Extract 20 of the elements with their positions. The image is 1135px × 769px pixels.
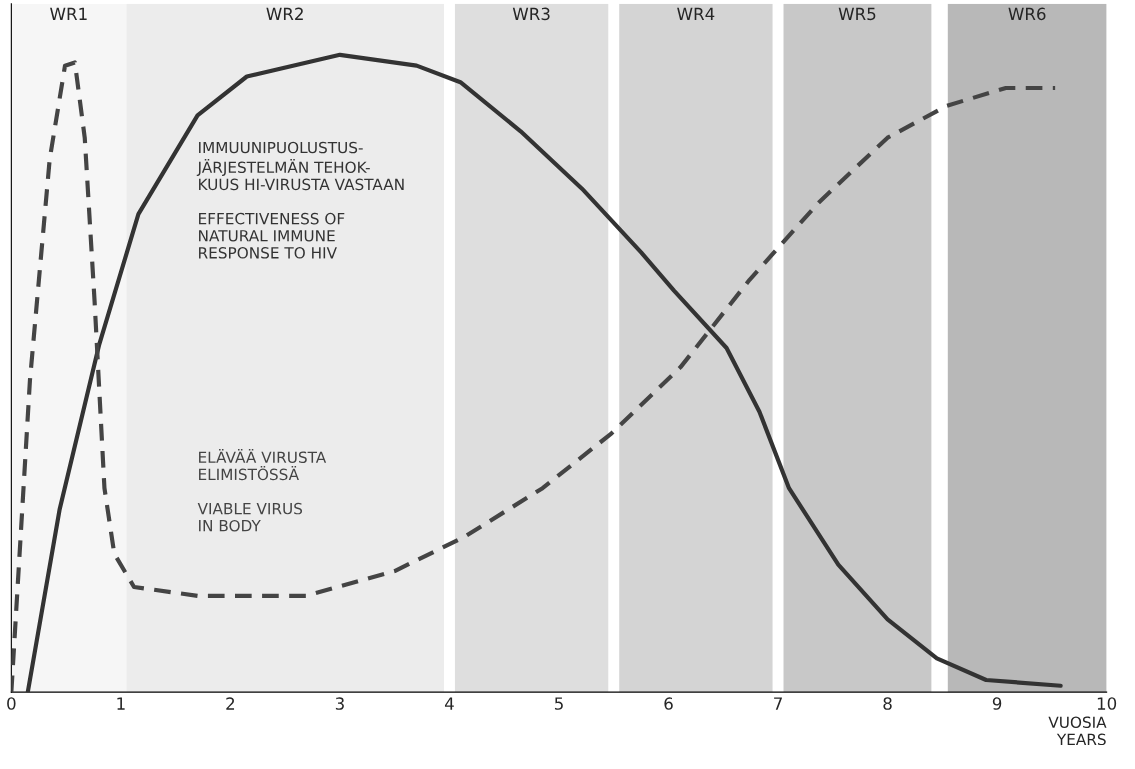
x-tick-label: 2 bbox=[226, 697, 235, 710]
band-label: WR1 bbox=[50, 7, 87, 20]
x-tick-label: 8 bbox=[883, 697, 892, 710]
x-tick-label: 5 bbox=[554, 697, 563, 710]
band-label: WR5 bbox=[838, 7, 876, 21]
x-axis-title: VUOSIA YEARS bbox=[1048, 716, 1107, 746]
band-label: WR6 bbox=[1008, 7, 1046, 21]
x-tick-label: 3 bbox=[335, 697, 344, 710]
x-tick-label: 1 bbox=[117, 697, 125, 710]
band-label: WR3 bbox=[512, 7, 550, 21]
band-label: WR4 bbox=[677, 7, 715, 20]
x-tick-label: 4 bbox=[444, 697, 454, 710]
x-tick-label: 7 bbox=[774, 697, 782, 710]
x-tick-label: 6 bbox=[664, 697, 673, 710]
band-label: WR2 bbox=[266, 7, 303, 20]
x-tick-label: 9 bbox=[992, 697, 1002, 710]
text: IMMUUNIPUOLUSTUS- JÄRJESTELMÄN TEHOK- KUUS HI-VIRUSTA VASTAAN EFFECTIVENESS OF NATURAL IMMUNE RESPONSE TO HIV bbox=[196, 141, 404, 259]
x-tick-label: 10 bbox=[1097, 697, 1117, 710]
text: ELÄVÄÄ VIRUSTA ELIMISTÖSSÄ VIABLE VIRUS IN BODY bbox=[197, 448, 327, 532]
x-tick-label: 0 bbox=[7, 697, 16, 710]
